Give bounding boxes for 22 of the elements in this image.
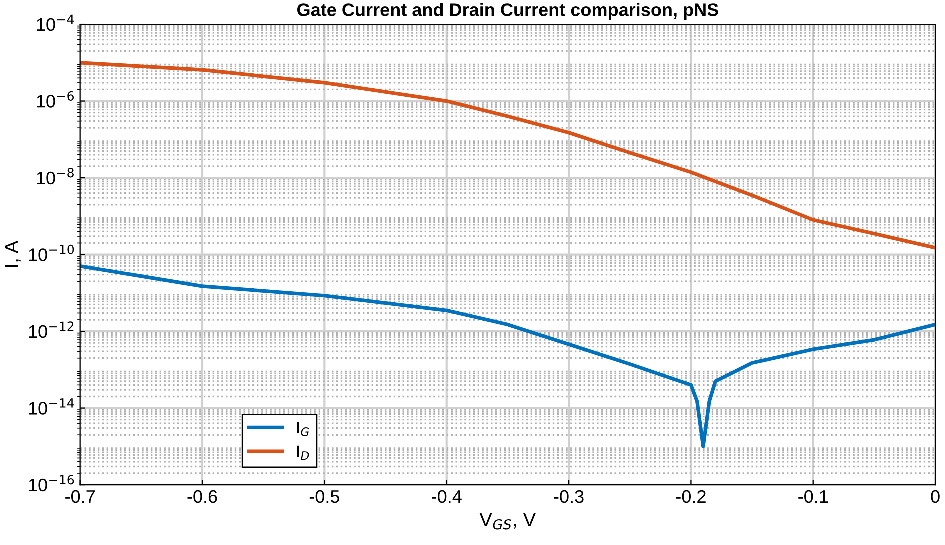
y-tick-label: 10$^{−6}$ [37,91,74,108]
line-series [80,61,936,250]
x-tick-label: 0 [931,490,940,504]
y-axis-title: I, A [5,240,21,268]
x-axis-title: V$_{GS}$, V [480,512,536,530]
y-tick-label: 10$^{−10}$ [29,244,74,262]
chart-title: Gate Current and Drain Current comparison, pNS [298,3,718,20]
y-tick-label: 10$^{−8}$ [37,168,74,185]
x-tick-label: -0.2 [676,490,706,504]
legend-label: I$_{D}$ [297,446,310,460]
y-tick-label: 10$^{−16}$ [29,475,74,492]
y-tick-label: 10$^{−14}$ [29,398,74,415]
y-tick-label: 10$^{−12}$ [29,322,74,338]
x-tick-label: -0.5 [310,490,340,504]
x-tick-label: -0.6 [188,490,218,504]
legend-label: I$_{G}$ [297,422,310,436]
x-tick-label: -0.7 [66,490,95,504]
x-tick-label: -0.4 [432,490,462,504]
y-tick-label: 10$^{−4}$ [37,14,74,32]
x-tick-label: -0.3 [554,490,584,504]
x-tick-label: -0.1 [798,490,828,504]
line-series [80,264,936,448]
